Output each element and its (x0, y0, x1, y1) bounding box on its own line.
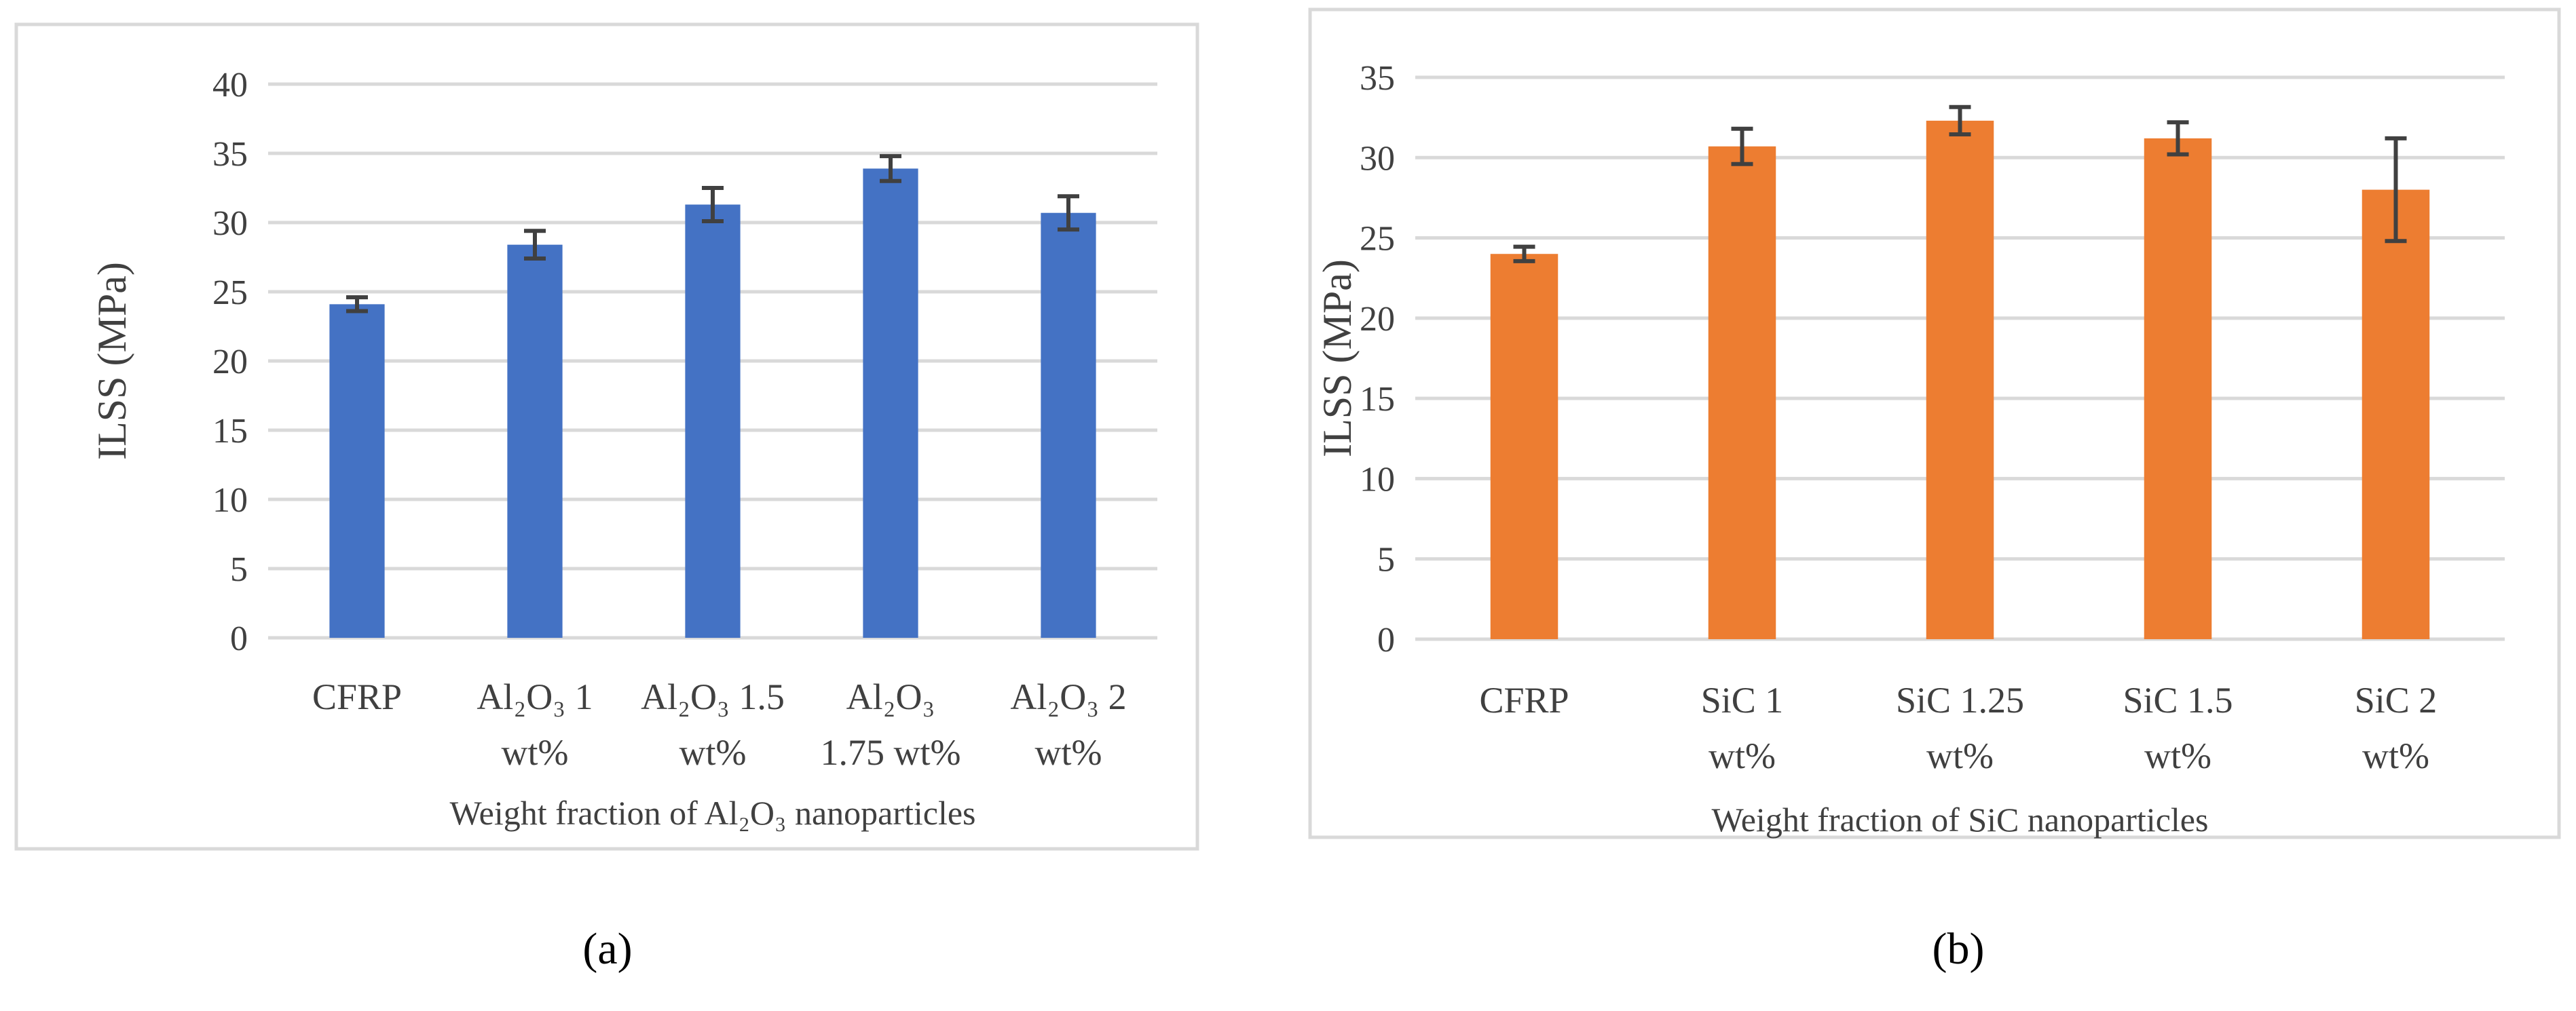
x-tick-label: SiC 1.25 (1896, 680, 2024, 721)
bar (507, 244, 563, 638)
panel-label: (b) (1933, 924, 1985, 974)
x-tick-label: 1.75 wt% (821, 732, 961, 773)
y-tick-label: 35 (212, 135, 248, 174)
x-tick-label: wt% (2362, 736, 2429, 776)
x-axis-title: Weight fraction of Al₂O₃ nanoparticles (449, 794, 975, 832)
x-axis-title: Weight fraction of SiC nanoparticles (1712, 801, 2209, 839)
x-tick-label: wt% (679, 732, 747, 773)
y-tick-label: 15 (1360, 380, 1395, 419)
bar (1708, 146, 1776, 639)
bar (1490, 254, 1558, 639)
x-tick-label: Al₂O₃ 2 (1010, 676, 1126, 717)
x-tick-label: Al₂O₃ 1.5 (641, 676, 785, 717)
bar (329, 304, 385, 638)
y-tick-label: 15 (212, 412, 248, 451)
y-tick-label: 40 (212, 66, 248, 104)
x-tick-label: wt% (1035, 732, 1102, 773)
y-tick-label: 5 (1377, 541, 1395, 579)
x-tick-label: wt% (2144, 736, 2211, 776)
error-bar (880, 154, 901, 183)
error-bar (2385, 136, 2407, 244)
bar (1041, 212, 1096, 638)
y-tick-label: 10 (212, 481, 248, 520)
x-tick-label: wt% (1709, 736, 1776, 776)
chart-panel-a: 0 5 10 15 20 25 30 35 40 ILSS (MPa) CFRP Al₂O₃ 1 wt%… (14, 22, 1199, 974)
y-tick-label: 0 (230, 619, 248, 658)
bar (2144, 138, 2212, 639)
error-bar (702, 186, 724, 223)
error-bar (346, 295, 368, 313)
x-tick-label: CFRP (1479, 680, 1569, 721)
y-tick-label: 30 (1360, 139, 1395, 178)
y-tick-label: 25 (1360, 220, 1395, 259)
y-tick-label: 20 (212, 343, 248, 381)
y-tick-label: 35 (1360, 59, 1395, 98)
chart-panel-b: 0 5 10 15 20 25 30 35 ILSS (MPa) CFRP SiC 1 wt% SiC … (1308, 7, 2561, 974)
error-bar (524, 229, 546, 261)
y-tick-label: 30 (212, 204, 248, 243)
y-axis-title: ILSS (MPa) (1315, 259, 1360, 457)
bar (685, 204, 741, 638)
x-tick-label: CFRP (312, 676, 402, 717)
panel-label: (a) (582, 924, 632, 974)
x-tick-label: wt% (502, 732, 569, 773)
chart-frame (14, 22, 1199, 851)
x-tick-label: SiC 1 (1701, 680, 1784, 721)
y-tick-label: 25 (212, 273, 248, 312)
error-bar (1058, 194, 1079, 232)
y-tick-label: 5 (230, 550, 248, 589)
error-bar (2167, 120, 2189, 157)
bar (2362, 189, 2430, 640)
y-tick-label: 10 (1360, 460, 1395, 499)
error-bar (1731, 126, 1753, 166)
bar (863, 168, 918, 638)
y-axis-title: ILSS (MPa) (90, 262, 134, 460)
error-bar (1949, 104, 1971, 136)
x-tick-label: wt% (1926, 736, 1994, 776)
x-tick-label: SiC 2 (2355, 680, 2438, 721)
x-tick-label: SiC 1.5 (2123, 680, 2233, 721)
y-tick-label: 20 (1360, 300, 1395, 339)
x-tick-label: Al₂O₃ 1 (477, 676, 593, 717)
bar (1926, 120, 1994, 640)
x-tick-label: Al₂O₃ (846, 676, 935, 717)
error-bar (1513, 244, 1535, 263)
y-tick-label: 0 (1377, 621, 1395, 660)
